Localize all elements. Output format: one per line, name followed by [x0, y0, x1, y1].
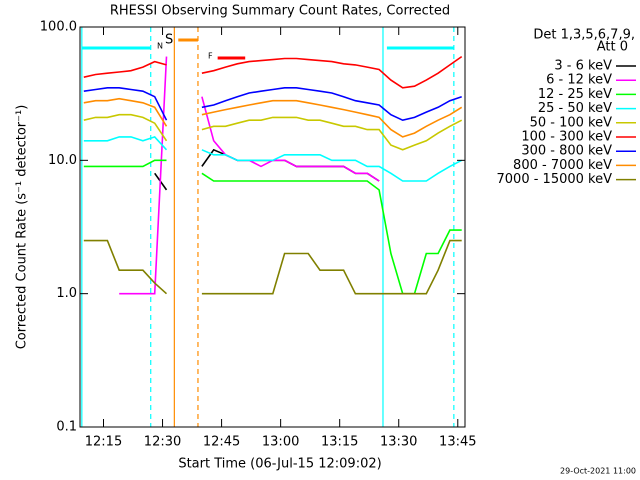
- x-tick-label: 12:45: [203, 435, 240, 450]
- series-line: [83, 97, 168, 127]
- legend-label: 25 - 50 keV: [538, 101, 612, 116]
- series-line: [119, 56, 168, 295]
- y-tick-label: 0.1: [56, 420, 77, 435]
- legend-label: 300 - 800 keV: [521, 144, 612, 159]
- legend-label: 50 - 100 keV: [530, 115, 613, 130]
- legend-title: Det 1,3,5,6,7,9,: [533, 28, 635, 43]
- x-tick-label: 12:15: [85, 435, 122, 450]
- series-line: [83, 60, 167, 78]
- footer-date: 29-Oct-2021 11:00: [560, 467, 636, 476]
- x-tick-label: 13:15: [321, 435, 358, 450]
- annotation: N: [157, 42, 163, 51]
- legend-label: 800 - 7000 keV: [513, 158, 612, 173]
- series-line: [201, 172, 462, 295]
- legend-label: 100 - 300 keV: [521, 130, 612, 145]
- y-axis-label: Corrected Count Rate (s⁻¹ detector⁻¹): [15, 105, 30, 350]
- chart-title: RHESSI Observing Summary Count Rates, Co…: [110, 4, 450, 19]
- legend-label: 12 - 25 keV: [538, 87, 612, 102]
- legend-label: 7000 - 15000 keV: [497, 172, 613, 187]
- series-line: [83, 135, 168, 151]
- legend-label: 6 - 12 keV: [546, 73, 612, 88]
- annotation: S: [165, 33, 173, 48]
- annotation: F: [208, 52, 213, 61]
- x-tick-label: 13:00: [262, 435, 299, 450]
- series-line: [201, 239, 462, 295]
- y-tick-label: 10.0: [48, 153, 77, 168]
- x-tick-label: 12:30: [144, 435, 181, 450]
- series-line: [201, 99, 463, 138]
- series-line: [201, 87, 462, 122]
- legend-label: 3 - 6 keV: [554, 59, 612, 74]
- x-tick-label: 13:45: [439, 435, 476, 450]
- series-line: [83, 239, 168, 295]
- x-tick-label: 13:30: [380, 435, 417, 450]
- legend-title: Att 0: [597, 40, 628, 55]
- series-line: [83, 87, 168, 121]
- series-line: [83, 159, 167, 168]
- plot-frame: [79, 26, 466, 428]
- series-line: [83, 113, 168, 142]
- series-line: [201, 116, 463, 151]
- y-tick-label: 1.0: [56, 286, 77, 301]
- y-tick-label: 100.0: [40, 20, 77, 35]
- series-line: [201, 149, 463, 182]
- series-line: [201, 55, 463, 89]
- x-axis-label: Start Time (06-Jul-15 12:09:02): [178, 457, 381, 472]
